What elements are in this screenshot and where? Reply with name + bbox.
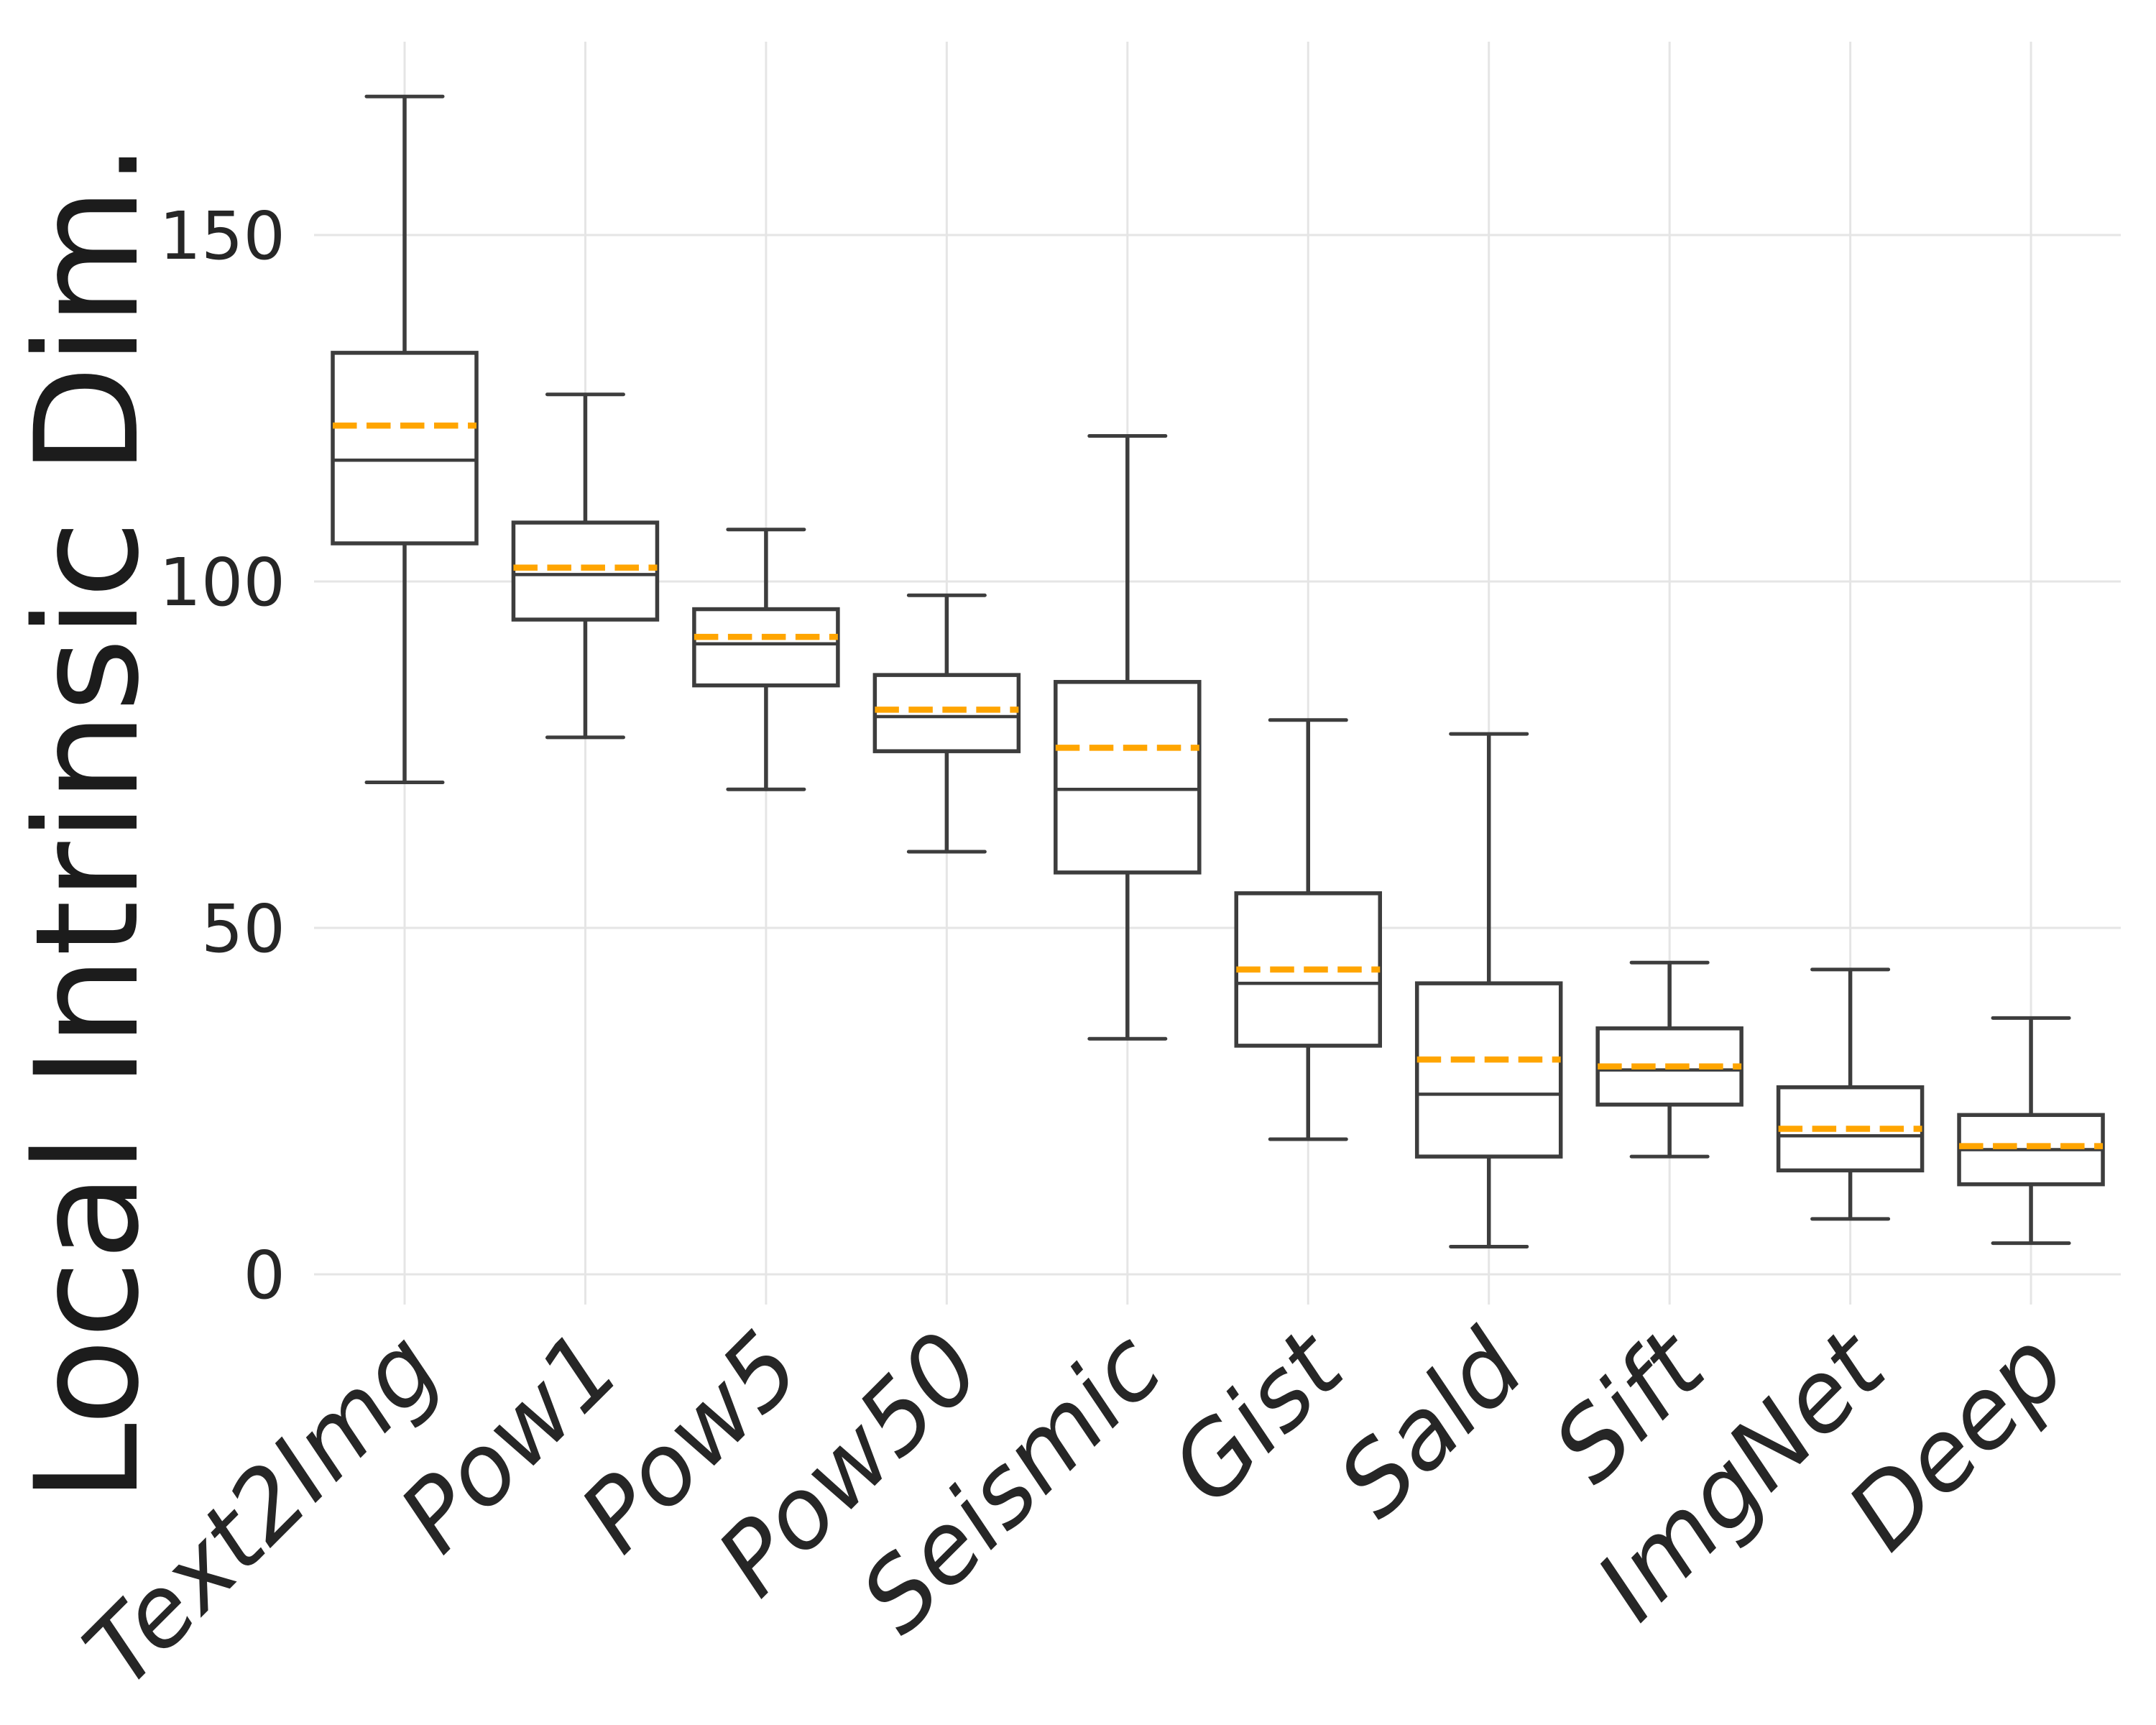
box-ImgNet — [1776, 967, 1925, 1221]
iqr-box — [1414, 981, 1563, 1159]
iqr-box — [331, 351, 479, 546]
iqr-box — [1054, 680, 1202, 875]
box-Pow1 — [511, 392, 660, 740]
box-Deep — [1957, 1016, 2105, 1246]
y-tick-label-100: 100 — [159, 544, 285, 621]
iqr-box — [692, 607, 840, 688]
y-tick-label-150: 150 — [159, 198, 285, 275]
y-axis-title: Local Intrinsic Dim. — [4, 142, 170, 1503]
box-Pow5 — [692, 528, 840, 791]
x-tick-label-Gist: Gist — [1149, 1308, 1366, 1525]
iqr-box — [511, 520, 660, 622]
box-Text2Img — [331, 94, 479, 785]
box-Sift — [1595, 960, 1743, 1159]
x-tick-label-Sald: Sald — [1317, 1310, 1545, 1539]
box-Sald — [1414, 732, 1563, 1248]
y-tick-label-50: 50 — [201, 891, 285, 967]
box-Seismic — [1054, 434, 1202, 1041]
iqr-box — [872, 673, 1021, 753]
box-Pow50 — [872, 593, 1021, 854]
y-tick-label-0: 0 — [243, 1237, 285, 1314]
box-Gist — [1234, 718, 1382, 1141]
